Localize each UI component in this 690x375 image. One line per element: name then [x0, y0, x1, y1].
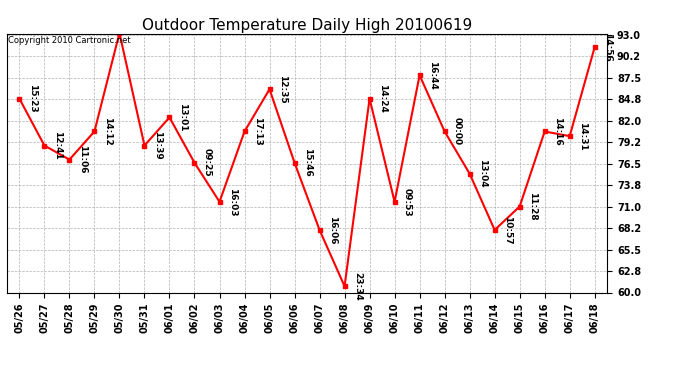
- Text: 13:39: 13:39: [152, 131, 161, 160]
- Text: 11:28: 11:28: [528, 192, 537, 221]
- Text: 14:12: 14:12: [103, 117, 112, 146]
- Text: 09:53: 09:53: [403, 188, 412, 216]
- Text: 16:03: 16:03: [228, 188, 237, 216]
- Text: 14:56: 14:56: [603, 33, 612, 62]
- Text: 23:34: 23:34: [353, 272, 362, 301]
- Text: 14:31: 14:31: [578, 122, 587, 150]
- Text: 12:41: 12:41: [52, 131, 61, 160]
- Text: 16:44: 16:44: [428, 61, 437, 90]
- Text: 14:24: 14:24: [378, 84, 387, 113]
- Title: Outdoor Temperature Daily High 20100619: Outdoor Temperature Daily High 20100619: [142, 18, 472, 33]
- Text: 15:46: 15:46: [303, 148, 312, 177]
- Text: 17:13: 17:13: [253, 117, 262, 146]
- Text: 13:04: 13:04: [478, 159, 487, 188]
- Text: 13:48: 13:48: [0, 374, 1, 375]
- Text: 13:01: 13:01: [178, 103, 187, 132]
- Text: 09:25: 09:25: [203, 148, 212, 177]
- Text: 15:23: 15:23: [28, 84, 37, 113]
- Text: 00:00: 00:00: [453, 117, 462, 146]
- Text: 11:06: 11:06: [78, 146, 87, 174]
- Text: Copyright 2010 Cartronic.net: Copyright 2010 Cartronic.net: [8, 36, 130, 45]
- Text: 10:57: 10:57: [503, 216, 512, 244]
- Text: 12:35: 12:35: [278, 75, 287, 104]
- Text: 14:16: 14:16: [553, 117, 562, 146]
- Text: 16:06: 16:06: [328, 216, 337, 244]
